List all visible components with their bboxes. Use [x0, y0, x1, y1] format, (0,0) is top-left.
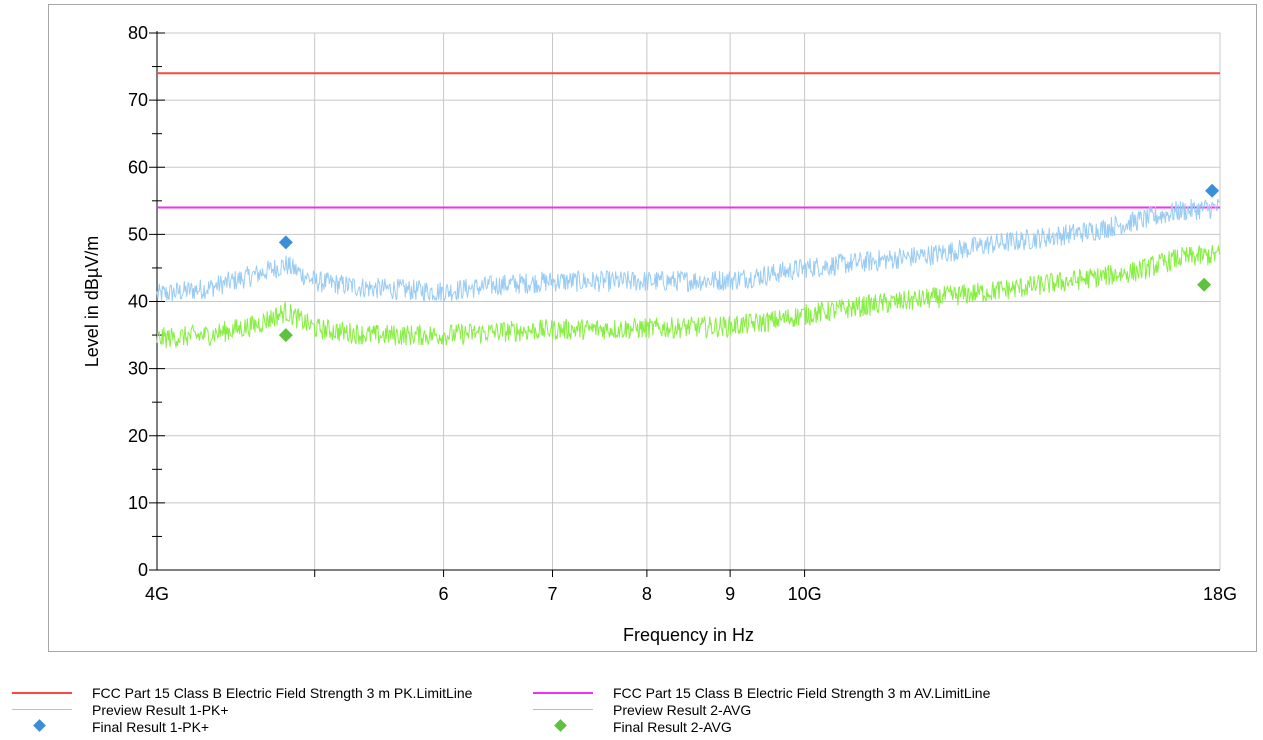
y-tick-label: 40 [128, 292, 148, 312]
final-result-marker-5 [278, 328, 293, 343]
x-tick-label: 4G [145, 584, 169, 604]
y-tick-label: 20 [128, 426, 148, 446]
y-tick-label: 60 [128, 157, 148, 177]
legend-swatch-final-avg [533, 719, 593, 735]
x-tick-label: 18G [1203, 584, 1237, 604]
legend-label-av-limit: FCC Part 15 Class B Electric Field Stren… [613, 685, 991, 701]
y-tick-label: 70 [128, 90, 148, 110]
y-tick-label: 30 [128, 359, 148, 379]
legend-label-preview-avg: Preview Result 2-AVG [613, 702, 752, 718]
legend-swatch-av-limit [533, 685, 593, 701]
legend-swatch-preview-pk [12, 702, 72, 718]
legend-swatch-final-pk [12, 719, 72, 735]
x-tick-label: 10G [788, 584, 822, 604]
x-tick-label: 9 [725, 584, 735, 604]
y-tick-label: 0 [138, 560, 148, 580]
x-axis-title: Frequency in Hz [623, 625, 754, 645]
final-result-marker-4 [278, 235, 293, 250]
x-tick-label: 8 [642, 584, 652, 604]
final-result-marker-4 [1205, 183, 1220, 198]
chart-frame [48, 4, 1257, 652]
legend-swatch-preview-avg [533, 702, 593, 718]
legend-label-preview-pk: Preview Result 1-PK+ [92, 702, 229, 718]
y-tick-label: 80 [128, 23, 148, 43]
legend-label-pk-limit: FCC Part 15 Class B Electric Field Stren… [92, 685, 473, 701]
legend: FCC Part 15 Class B Electric Field Stren… [0, 680, 1263, 740]
y-tick-label: 50 [128, 224, 148, 244]
chart-plot: 0 10 20 30 40 50 60 70 80 4G 6 7 8 9 10G 18G Frequency i… [82, 23, 1237, 645]
legend-label-final-pk: Final Result 1-PK+ [92, 719, 210, 735]
y-axis-title: Level in dBµV/m [82, 236, 102, 367]
final-result-marker-5 [1197, 277, 1212, 292]
legend-label-final-avg: Final Result 2-AVG [613, 719, 732, 735]
x-tick-label: 6 [439, 584, 449, 604]
trace-line-2 [156, 198, 1221, 302]
y-tick-label: 10 [128, 493, 148, 513]
legend-swatch-pk-limit [12, 685, 72, 701]
trace-line-3 [156, 244, 1221, 349]
x-tick-label: 7 [547, 584, 557, 604]
